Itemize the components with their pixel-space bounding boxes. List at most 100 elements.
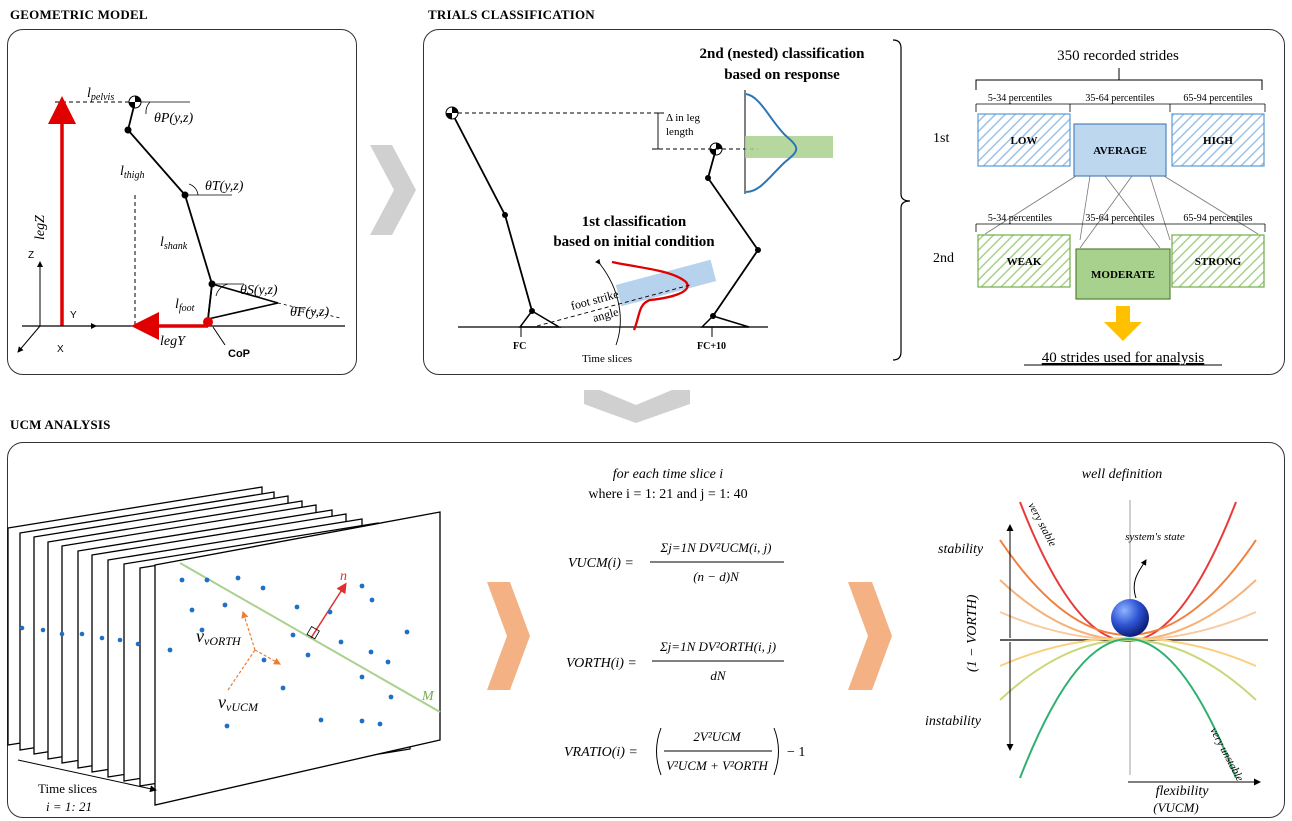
pct-high-2: 65-94 percentiles: [1183, 213, 1252, 224]
average-label: AVERAGE: [1093, 145, 1147, 157]
moderate-box: [1075, 248, 1171, 300]
theta-t-label: θT(y,z): [205, 179, 244, 194]
x-axis: [17, 325, 41, 353]
nested-title-1: 2nd (nested) classification: [700, 46, 866, 62]
foot-ref-line: [277, 302, 341, 319]
thigh-angle-arc: [188, 183, 199, 196]
ankle-joint: [208, 280, 216, 288]
weak-label: WEAK: [1007, 256, 1042, 268]
weak-box: [977, 234, 1071, 288]
pct-low-2: 5-34 percentiles: [988, 213, 1052, 224]
left-pelvis-marker: [445, 106, 459, 120]
average-box: [1073, 123, 1167, 177]
l-pelvis-label: lpelvis: [87, 86, 114, 103]
low-label: LOW: [1011, 135, 1038, 147]
trials-classification: Δ in leg length foot strike angle FC FC+…: [445, 39, 1266, 366]
nested-title-2: based on response: [724, 67, 840, 83]
eq-ratio-num: 2V²UCM: [693, 729, 741, 744]
cop-pointer: [212, 326, 226, 346]
ucm-line-m: [179, 562, 441, 713]
eq-ucm-lhs: VUCM(i) =: [568, 556, 634, 571]
y-axis-label: (1 − VORTH): [965, 594, 980, 672]
cop-label: CoP: [228, 348, 250, 360]
left-knee: [502, 212, 508, 218]
chevron-right-orange-1-icon: [487, 582, 530, 690]
fc10-label: FC+10: [697, 341, 726, 352]
pct-avg-1: 35-64 percentiles: [1085, 93, 1154, 104]
high-label: HIGH: [1203, 135, 1233, 147]
pelvis-marker: [128, 95, 142, 109]
time-slices-arrow: [17, 759, 157, 793]
system-state-ball: [1111, 599, 1149, 637]
for-each-text: for each time slice i: [613, 467, 724, 482]
section-title-ucm-analysis: UCM ANALYSIS: [10, 417, 111, 432]
eq-orth-num: Σj=1N DV²ORTH(i, j): [659, 639, 776, 654]
delta-label-2: length: [666, 126, 694, 138]
front-frame: [154, 511, 441, 806]
strides-title: 350 recorded strides: [1057, 48, 1179, 64]
first-title-1: 1st classification: [582, 214, 687, 230]
geometric-model: lpelvis lthigh lshank lfoot θP(y,z) θT(y…: [17, 86, 345, 360]
down-arrow-icon: [1104, 306, 1142, 341]
first-title-2: based on initial condition: [553, 234, 715, 250]
foot-strike-line: [536, 284, 691, 327]
theta-s-label: θS(y,z): [240, 283, 278, 298]
big-bracket: [892, 39, 911, 361]
chevron-right-icon: [370, 145, 416, 235]
row2-label: 2nd: [933, 251, 954, 266]
response-band: [745, 136, 833, 158]
pct-high-1: 65-94 percentiles: [1183, 93, 1252, 104]
stability-label: stability: [938, 542, 984, 557]
right-ankle: [710, 313, 716, 319]
high-box: [1171, 113, 1265, 167]
ucm-time-slices-label: Time slices: [38, 781, 97, 796]
time-slices-arc: [595, 258, 621, 346]
geometric-model-panel: [7, 29, 357, 375]
vucm-axis-label: (VUCM): [1153, 800, 1199, 815]
where-text: where i = 1: 21 and j = 1: 40: [588, 487, 747, 502]
foot-strike-label-2: angle: [591, 305, 620, 325]
well-definition: well definition system's state very stab…: [925, 467, 1268, 815]
initial-band: [615, 259, 717, 307]
shank-angle-arc: [215, 283, 229, 297]
moderate-label: MODERATE: [1091, 269, 1155, 281]
strides-footer: 40 strides used for analysis: [1042, 350, 1205, 366]
fc-label: FC: [513, 341, 526, 352]
leg-z-label: legZ: [33, 215, 48, 240]
right-foot: [700, 315, 750, 328]
pct-avg-2: 35-64 percentiles: [1085, 213, 1154, 224]
cop-point: [203, 317, 213, 327]
eq-ratio-den: V²UCM + V²ORTH: [666, 758, 768, 773]
equations: for each time slice i where i = 1: 21 an…: [564, 467, 805, 776]
very-unstable-label: very unstable: [1207, 726, 1245, 784]
strides-brace: [975, 68, 1263, 90]
ucm-i-range-label: i = 1: 21: [46, 799, 92, 814]
v-orth-dash: [227, 649, 256, 691]
flexibility-label: flexibility: [1156, 784, 1210, 799]
ucm-stack: vvORTH vvUCM n M Time slices i = 1: 21: [7, 486, 441, 814]
eq-ratio-lhs: VRATIO(i) =: [564, 745, 638, 760]
axis-y-label: Y: [70, 310, 77, 321]
eq-ratio-tail: − 1: [787, 745, 805, 760]
theta-p-label: θP(y,z): [154, 111, 193, 126]
leg-segments: [127, 101, 213, 320]
section-title-trials-classification: TRIALS CLASSIFICATION: [428, 7, 595, 22]
chevron-right-orange-2-icon: [848, 582, 892, 690]
strong-label: STRONG: [1195, 256, 1242, 268]
l-foot-label: lfoot: [175, 297, 195, 314]
knee-joint: [181, 191, 189, 199]
delta-label-1: Δ in leg: [666, 112, 700, 124]
eq-ucm-num: Σj=1N DV²UCM(i, j): [659, 540, 771, 555]
curve-very-unstable: [1019, 638, 1237, 779]
hip-joint: [124, 126, 132, 134]
instability-label: instability: [925, 714, 982, 729]
time-slices-label: Time slices: [582, 353, 632, 365]
strong-box: [1171, 234, 1265, 288]
eq-ucm-den: (n − d)N: [693, 569, 740, 584]
left-ankle: [529, 308, 535, 314]
pelvis-angle-arc: [145, 101, 151, 115]
l-shank-label: lshank: [160, 235, 188, 252]
right-knee: [755, 247, 761, 253]
right-hip: [705, 175, 711, 181]
